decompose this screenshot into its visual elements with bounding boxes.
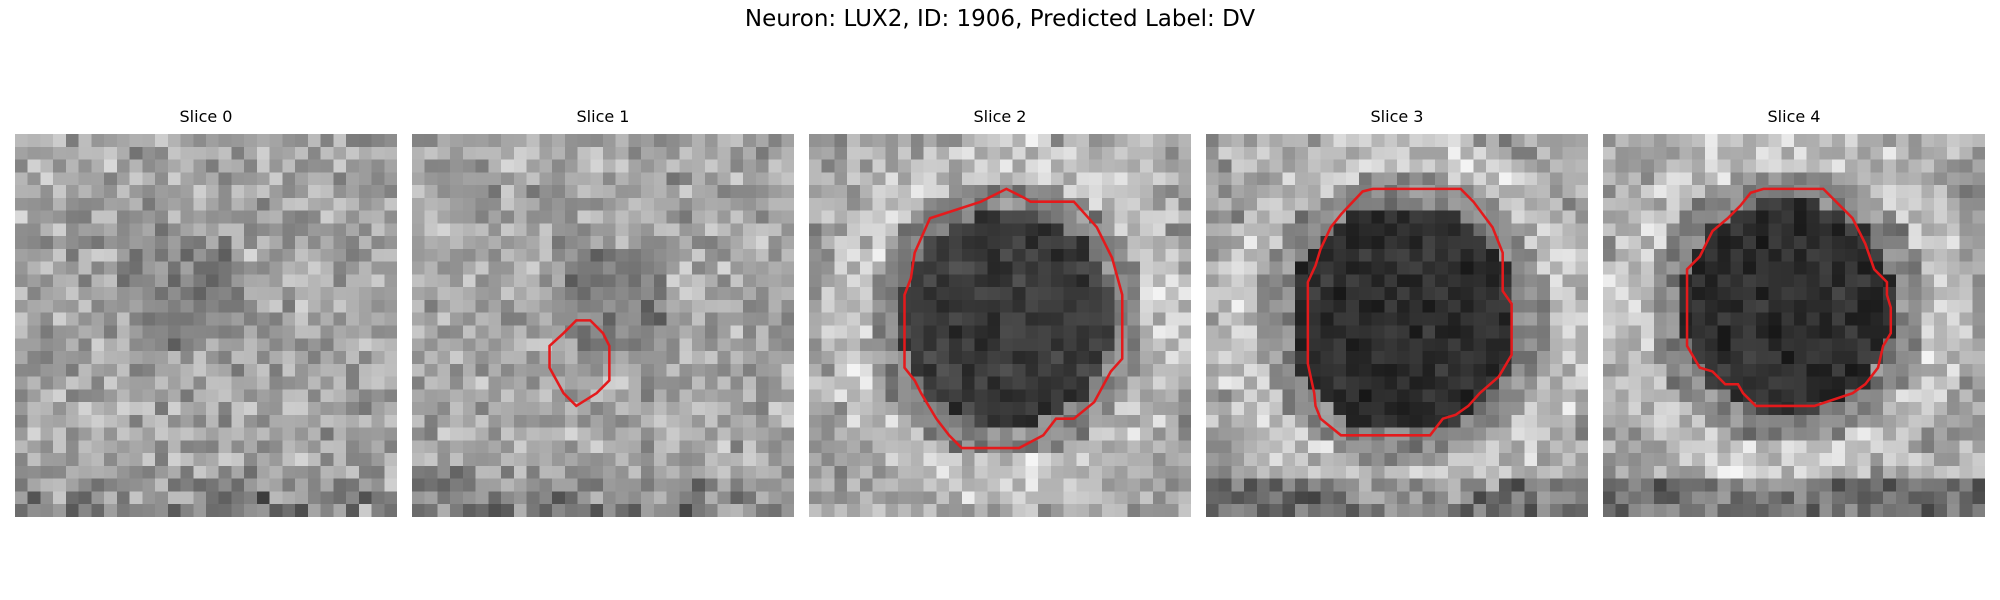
slice-title-0: Slice 0 (15, 107, 397, 126)
slice-panel-1: Slice 1 (412, 134, 794, 517)
slice-title-2: Slice 2 (809, 107, 1191, 126)
slice-panel-3: Slice 3 (1206, 134, 1588, 517)
slice-panel-4: Slice 4 (1603, 134, 1985, 517)
figure-title: Neuron: LUX2, ID: 1906, Predicted Label:… (0, 6, 2000, 32)
slice-title-4: Slice 4 (1603, 107, 1985, 126)
slice-title-1: Slice 1 (412, 107, 794, 126)
slice-title-3: Slice 3 (1206, 107, 1588, 126)
slice-image-0 (15, 134, 397, 517)
slice-image-3 (1206, 134, 1588, 517)
slice-panel-2: Slice 2 (809, 134, 1191, 517)
slice-image-2 (809, 134, 1191, 517)
slice-image-1 (412, 134, 794, 517)
slice-image-4 (1603, 134, 1985, 517)
slice-panel-0: Slice 0 (15, 134, 397, 517)
